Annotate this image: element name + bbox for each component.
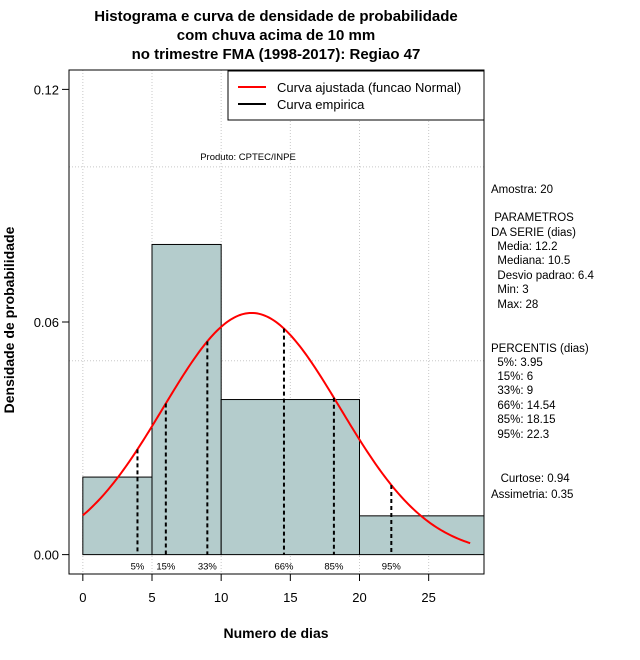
legend-entry: Curva ajustada (funcao Normal) <box>277 80 461 95</box>
x-tick-label: 10 <box>214 590 228 605</box>
x-tick-label: 25 <box>421 590 435 605</box>
percentile-lines: 5% 15% 33% 66% 85% 95% <box>131 328 402 573</box>
y-axis-label: Densidade de probabilidade <box>1 226 17 413</box>
legend: Curva ajustada (funcao Normal) Curva empi… <box>227 70 485 121</box>
legend-entry: Curva empirica <box>277 97 365 112</box>
histogram-bars <box>82 243 485 556</box>
stat-line: Media: 12.2 <box>491 241 557 253</box>
stat-line: Amostra: 20 <box>491 184 553 196</box>
x-tick-label: 5 <box>148 590 155 605</box>
histogram-bar <box>151 243 222 556</box>
stat-line: Mediana: 10.5 <box>491 255 570 267</box>
x-axis-label: Numero de dias <box>223 625 328 641</box>
percentile-label: 66% <box>274 562 294 573</box>
legend-box <box>227 70 485 121</box>
y-tick-label: 0.00 <box>34 548 59 563</box>
stat-line: 15%: 6 <box>491 371 533 383</box>
stat-line: 66%: 14.54 <box>491 400 556 412</box>
stat-line: Assimetria: 0.35 <box>491 489 573 501</box>
stat-line: 33%: 9 <box>491 385 533 397</box>
axes: 0 5 10 15 20 25 0.00 0.06 0.12 <box>34 69 485 605</box>
stat-line: Curtose: 0.94 <box>491 473 570 485</box>
percentile-label: 33% <box>198 562 218 573</box>
stat-line: Max: 28 <box>491 299 538 311</box>
stat-line: PERCENTIS (dias) <box>491 343 589 355</box>
y-tick-label: 0.06 <box>34 315 59 330</box>
histogram-bar <box>359 515 485 556</box>
statistics-panel: Amostra: 20 PARAMETROS DA SERIE (dias) Me… <box>491 184 595 501</box>
normal-curve <box>82 311 471 545</box>
stat-line: Min: 3 <box>491 284 529 296</box>
chart-title: Histograma e curva de densidade de proba… <box>94 8 457 63</box>
stat-line: PARAMETROS <box>491 212 574 224</box>
histogram-bar <box>220 399 360 556</box>
produto-annotation: Produto: CPTEC/INPE <box>200 152 296 163</box>
percentile-label: 15% <box>156 562 176 573</box>
percentile-label: 85% <box>324 562 344 573</box>
y-tick-label: 0.12 <box>34 82 59 97</box>
percentile-label: 5% <box>131 562 145 573</box>
title-line: com chuva acima de 10 mm <box>177 27 375 44</box>
stat-line: DA SERIE (dias) <box>491 227 576 239</box>
stat-line: 95%: 22.3 <box>491 429 549 441</box>
title-line: no trimestre FMA (1998-2017): Regiao 47 <box>132 46 421 63</box>
x-tick-label: 0 <box>79 590 86 605</box>
x-tick-label: 20 <box>352 590 366 605</box>
normal-curve-line <box>82 311 471 545</box>
percentile-label: 95% <box>382 562 402 573</box>
stat-line: Desvio padrao: 6.4 <box>491 270 595 282</box>
stat-line: 5%: 3.95 <box>491 357 543 369</box>
title-line: Histograma e curva de densidade de proba… <box>94 8 457 25</box>
stat-line: 85%: 18.15 <box>491 414 556 426</box>
x-tick-label: 15 <box>283 590 297 605</box>
histogram-bar <box>82 476 153 556</box>
